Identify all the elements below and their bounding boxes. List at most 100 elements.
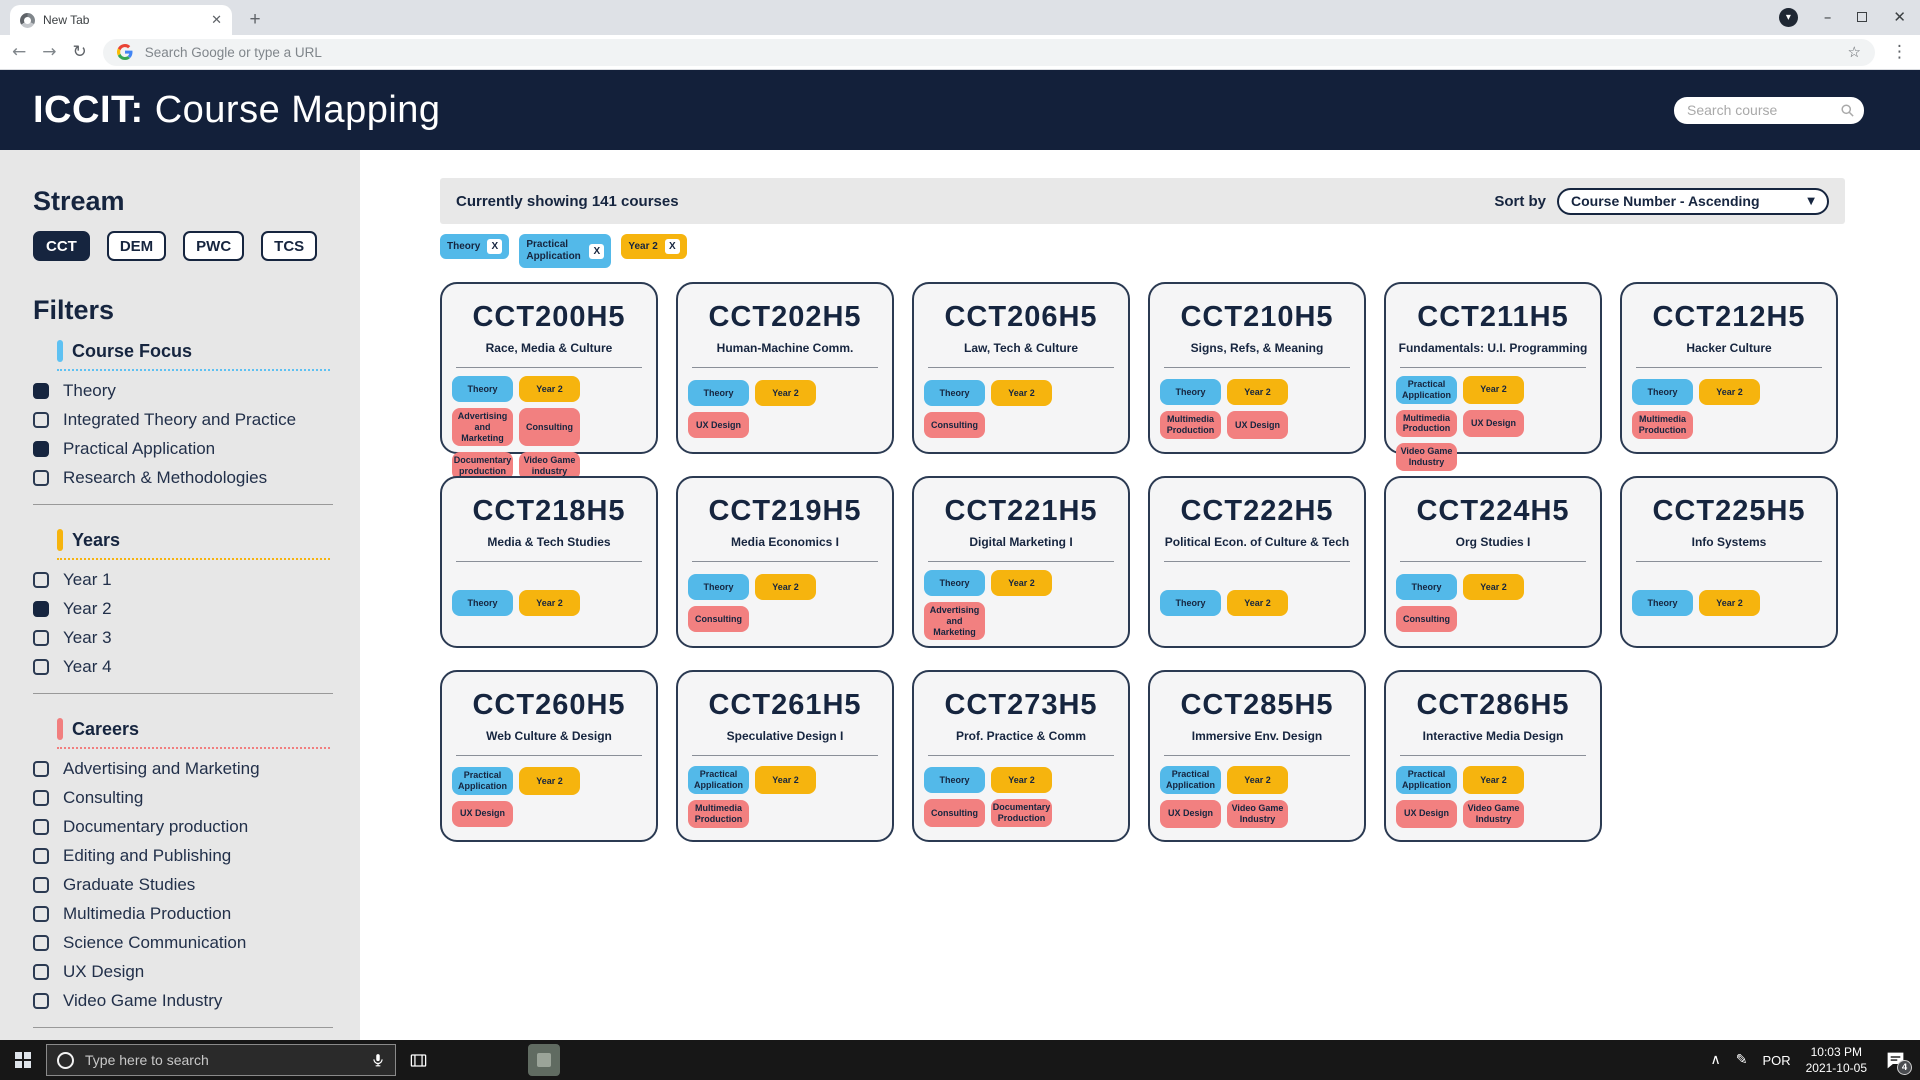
taskbar-app-icon[interactable]: [528, 1044, 560, 1076]
course-search-box[interactable]: [1674, 96, 1864, 124]
course-card-cct224h5[interactable]: CCT224H5 Org Studies I Theory Year 2 Consult…: [1384, 476, 1602, 648]
microphone-icon[interactable]: [371, 1052, 385, 1068]
filter-checkbox-year-1[interactable]: Year 1: [33, 570, 330, 590]
checkbox-icon[interactable]: [33, 877, 49, 893]
new-tab-button[interactable]: +: [249, 9, 261, 30]
tray-chevron-up-icon[interactable]: ∧: [1710, 1052, 1721, 1068]
reload-icon[interactable]: ↻: [72, 41, 87, 62]
course-card-cct211h5[interactable]: CCT211H5 Fundamentals: U.I. Programming Pr…: [1384, 282, 1602, 471]
bookmark-star-icon[interactable]: ☆: [1847, 43, 1861, 61]
browser-menu-icon[interactable]: ⋮: [1891, 42, 1908, 62]
course-card-cct218h5[interactable]: CCT218H5 Media & Tech Studies Theory Year 2: [440, 476, 658, 648]
browser-tab-new-tab[interactable]: New Tab ✕: [10, 5, 232, 35]
course-tag-year-2: Year 2: [1699, 590, 1760, 616]
filter-checkbox-ux-design[interactable]: UX Design: [33, 962, 330, 982]
course-card-cct273h5[interactable]: CCT273H5 Prof. Practice & Comm Theory Year …: [912, 670, 1130, 842]
filter-label: Practical Application: [63, 439, 216, 458]
task-view-button[interactable]: [396, 1040, 440, 1080]
checkbox-icon[interactable]: [33, 601, 49, 617]
notification-center-button[interactable]: 4: [1882, 1047, 1912, 1075]
filter-checkbox-year-2[interactable]: Year 2: [33, 599, 330, 619]
course-card-cct222h5[interactable]: CCT222H5 Political Econ. of Culture & Tec…: [1148, 476, 1366, 648]
chip-remove-button[interactable]: X: [589, 243, 605, 259]
stream-button-cct[interactable]: CCT: [33, 231, 90, 261]
checkbox-icon[interactable]: [33, 906, 49, 922]
filter-checkbox-research-methodologies[interactable]: Research & Methodologies: [33, 468, 330, 488]
section-title: Course Focus: [72, 340, 193, 361]
filter-checkbox-graduate-studies[interactable]: Graduate Studies: [33, 875, 330, 895]
filter-checkbox-integrated-theory-and-practice[interactable]: Integrated Theory and Practice: [33, 410, 330, 430]
course-card-cct286h5[interactable]: CCT286H5 Interactive Media Design Practica…: [1384, 670, 1602, 842]
course-card-cct285h5[interactable]: CCT285H5 Immersive Env. Design Practical A…: [1148, 670, 1366, 842]
card-divider: [692, 561, 878, 562]
course-card-cct200h5[interactable]: CCT200H5 Race, Media & Culture Theory Year …: [440, 282, 658, 480]
filter-checkbox-theory[interactable]: Theory: [33, 381, 330, 401]
filter-checkbox-video-game-industry[interactable]: Video Game Industry: [33, 991, 330, 1011]
filter-label: UX Design: [63, 962, 145, 981]
course-tag-year-2: Year 2: [1463, 766, 1524, 794]
chip-remove-button[interactable]: X: [487, 239, 503, 254]
omnibox[interactable]: ☆: [102, 38, 1875, 66]
checkbox-icon[interactable]: [33, 572, 49, 588]
course-tag-year-2: Year 2: [1699, 379, 1760, 406]
stream-button-dem[interactable]: DEM: [106, 231, 167, 261]
filter-checkbox-year-4[interactable]: Year 4: [33, 657, 330, 677]
url-input[interactable]: [142, 43, 1838, 61]
course-card-cct212h5[interactable]: CCT212H5 Hacker Culture Theory Year 2 Multim…: [1620, 282, 1838, 454]
course-search-input[interactable]: [1685, 101, 1834, 119]
filter-checkbox-practical-application[interactable]: Practical Application: [33, 439, 330, 459]
active-filter-chips: Theory X Practical Application X Year 2 X: [440, 234, 1845, 268]
forward-icon[interactable]: →: [42, 41, 57, 62]
filter-checkbox-science-communication[interactable]: Science Communication: [33, 933, 330, 953]
filter-checkbox-consulting[interactable]: Consulting: [33, 788, 330, 808]
taskbar-search-input[interactable]: [83, 1051, 362, 1069]
filter-checkbox-editing-and-publishing[interactable]: Editing and Publishing: [33, 846, 330, 866]
back-icon[interactable]: ←: [12, 41, 27, 62]
windows-ink-pen-icon[interactable]: ✎: [1735, 1052, 1748, 1068]
course-tag-ux-design: UX Design: [1160, 800, 1221, 828]
filter-checkbox-year-3[interactable]: Year 3: [33, 628, 330, 648]
checkbox-icon[interactable]: [33, 935, 49, 951]
start-button[interactable]: [0, 1040, 46, 1080]
checkbox-icon[interactable]: [33, 761, 49, 777]
filter-checkbox-documentary-production[interactable]: Documentary production: [33, 817, 330, 837]
course-card-cct219h5[interactable]: CCT219H5 Media Economics I Theory Year 2 Con…: [676, 476, 894, 648]
course-tag-video-game-industry: Video Game Industry: [1396, 443, 1457, 471]
filter-checkbox-advertising-and-marketing[interactable]: Advertising and Marketing: [33, 759, 330, 779]
sort-dropdown[interactable]: Course Number - Ascending ▼: [1557, 187, 1829, 215]
taskbar-search-box[interactable]: [46, 1044, 396, 1076]
window-close-icon[interactable]: ✕: [1893, 7, 1906, 26]
stream-button-pwc[interactable]: PWC: [183, 231, 245, 261]
tray-clock[interactable]: 10:03 PM 2021-10-05: [1806, 1044, 1867, 1076]
checkbox-icon[interactable]: [33, 993, 49, 1009]
chip-remove-button[interactable]: X: [664, 239, 680, 254]
checkbox-icon[interactable]: [33, 441, 49, 457]
stream-button-tcs[interactable]: TCS: [261, 231, 318, 261]
checkbox-icon[interactable]: [33, 659, 49, 675]
card-divider: [1164, 367, 1350, 368]
course-card-cct210h5[interactable]: CCT210H5 Signs, Refs, & Meaning Theory Year…: [1148, 282, 1366, 454]
course-tag-theory: Theory: [1396, 574, 1457, 600]
checkbox-icon[interactable]: [33, 383, 49, 399]
checkbox-icon[interactable]: [33, 470, 49, 486]
checkbox-icon[interactable]: [33, 848, 49, 864]
course-card-cct260h5[interactable]: CCT260H5 Web Culture & Design Practical Ap…: [440, 670, 658, 842]
filter-section-careers: Careers Advertising and Marketing Consulti…: [33, 718, 333, 1028]
course-card-cct261h5[interactable]: CCT261H5 Speculative Design I Practical Ap…: [676, 670, 894, 842]
filter-checkbox-multimedia-production[interactable]: Multimedia Production: [33, 904, 330, 924]
filter-chip-theory: Theory X: [440, 234, 510, 259]
checkbox-icon[interactable]: [33, 790, 49, 806]
window-maximize-icon[interactable]: [1857, 12, 1868, 22]
checkbox-icon[interactable]: [33, 964, 49, 980]
checkbox-icon[interactable]: [33, 819, 49, 835]
checkbox-icon[interactable]: [33, 412, 49, 428]
checkbox-icon[interactable]: [33, 630, 49, 646]
course-card-cct225h5[interactable]: CCT225H5 Info Systems Theory Year 2: [1620, 476, 1838, 648]
browser-media-button[interactable]: ▾: [1778, 7, 1798, 27]
tab-close-icon[interactable]: ✕: [211, 12, 222, 28]
tray-language[interactable]: POR: [1762, 1052, 1791, 1068]
window-minimize-icon[interactable]: –: [1823, 7, 1832, 26]
